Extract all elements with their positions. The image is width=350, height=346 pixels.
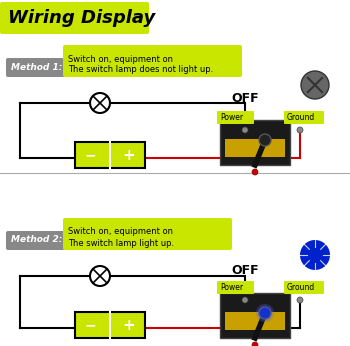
FancyBboxPatch shape — [217, 111, 254, 124]
FancyBboxPatch shape — [220, 293, 290, 338]
FancyBboxPatch shape — [217, 281, 254, 294]
Text: +: + — [122, 318, 135, 333]
FancyBboxPatch shape — [284, 281, 324, 294]
Circle shape — [300, 240, 330, 270]
FancyBboxPatch shape — [6, 58, 65, 77]
Text: −: − — [85, 318, 97, 332]
FancyBboxPatch shape — [225, 139, 285, 157]
Circle shape — [259, 307, 271, 319]
Circle shape — [252, 169, 258, 175]
Circle shape — [90, 266, 110, 286]
Text: Power: Power — [220, 282, 243, 291]
FancyBboxPatch shape — [6, 231, 65, 250]
Text: Ground: Ground — [287, 112, 315, 121]
Text: Method 1:: Method 1: — [11, 63, 62, 72]
Circle shape — [256, 304, 274, 322]
Text: OFF: OFF — [231, 91, 259, 104]
FancyBboxPatch shape — [220, 120, 290, 165]
Circle shape — [259, 134, 271, 146]
Text: +: + — [122, 147, 135, 163]
FancyBboxPatch shape — [63, 45, 242, 77]
FancyBboxPatch shape — [75, 142, 145, 168]
Circle shape — [242, 297, 248, 303]
Text: Method 2:: Method 2: — [11, 236, 62, 245]
Circle shape — [90, 93, 110, 113]
Circle shape — [301, 71, 329, 99]
Text: −: − — [85, 148, 97, 162]
Text: Wiring Display: Wiring Display — [8, 9, 155, 27]
Circle shape — [297, 297, 303, 303]
FancyBboxPatch shape — [75, 312, 145, 338]
FancyBboxPatch shape — [284, 111, 324, 124]
Text: The switch lamp does not light up.: The switch lamp does not light up. — [68, 65, 213, 74]
Text: Switch on, equipment on: Switch on, equipment on — [68, 228, 173, 237]
Circle shape — [297, 127, 303, 133]
Text: Switch on, equipment on: Switch on, equipment on — [68, 55, 173, 64]
FancyBboxPatch shape — [63, 218, 232, 250]
Text: Power: Power — [220, 112, 243, 121]
Circle shape — [242, 127, 248, 133]
FancyBboxPatch shape — [225, 312, 285, 330]
Circle shape — [252, 342, 258, 346]
FancyBboxPatch shape — [0, 2, 149, 34]
Text: Ground: Ground — [287, 282, 315, 291]
Text: OFF: OFF — [231, 264, 259, 276]
Text: The switch lamp light up.: The switch lamp light up. — [68, 238, 174, 247]
